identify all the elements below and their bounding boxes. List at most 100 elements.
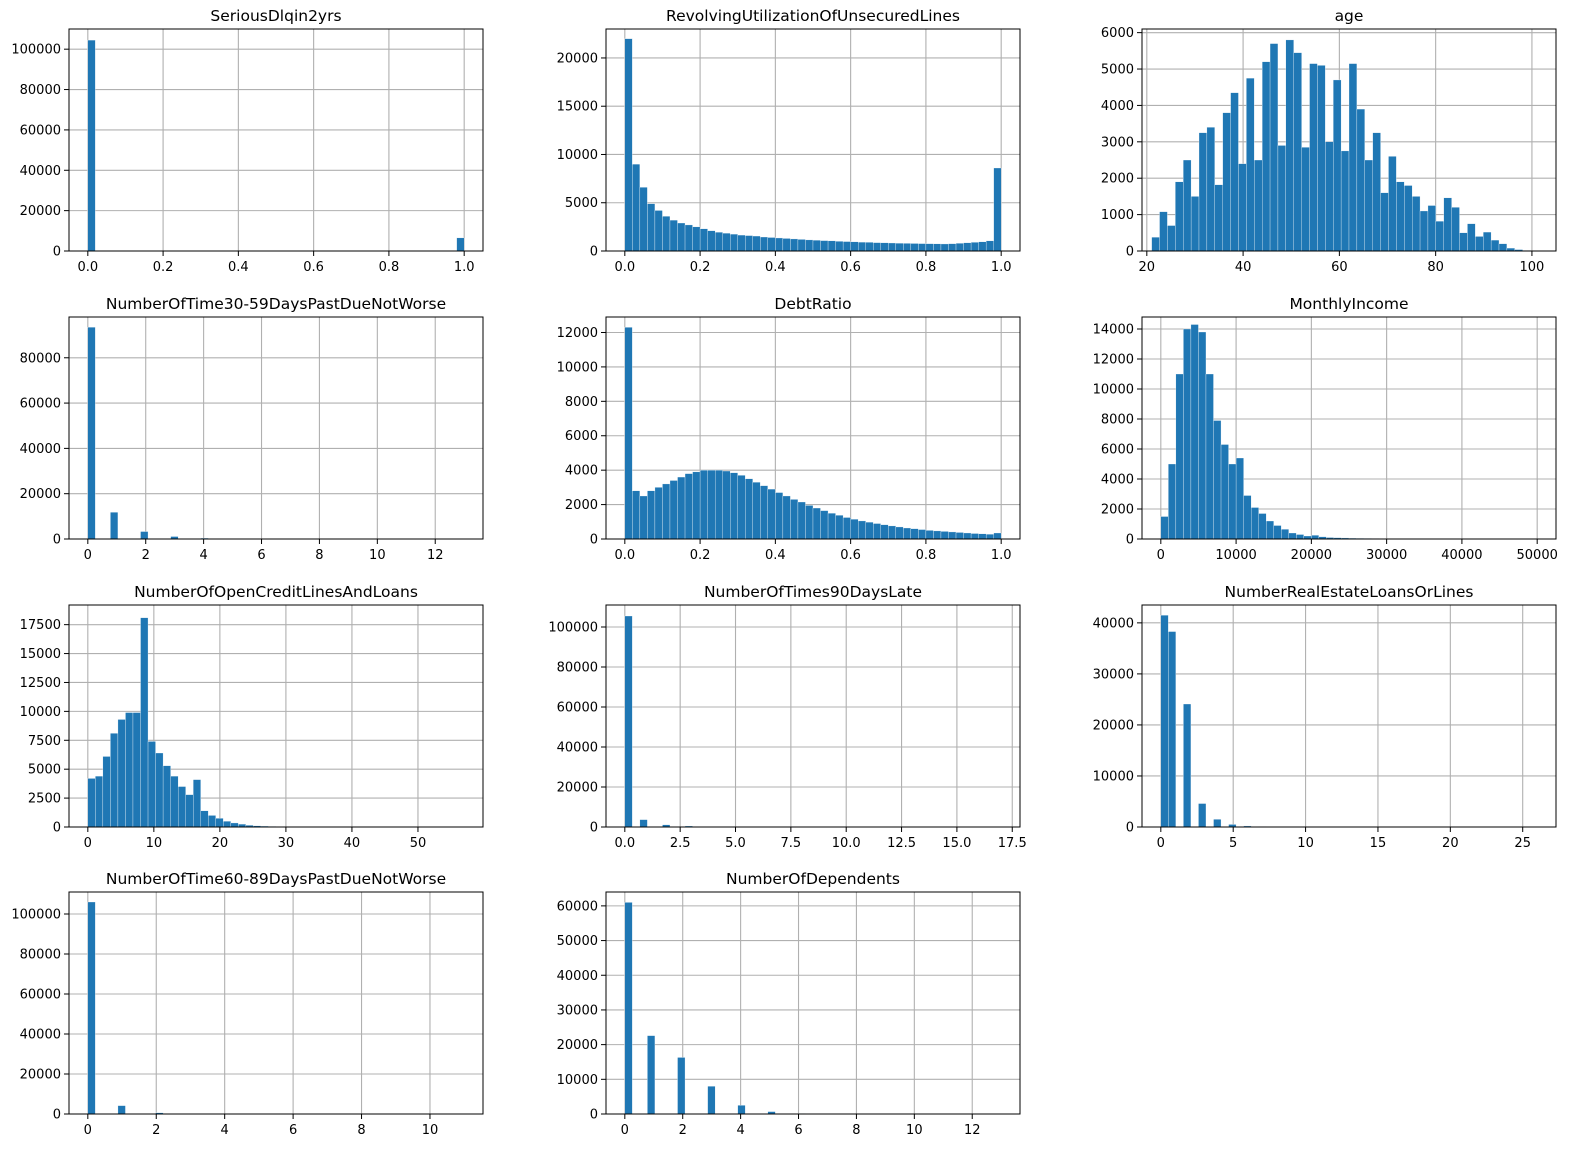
histogram-bar xyxy=(1364,159,1373,252)
histogram-bar xyxy=(1459,232,1468,252)
x-tick-label: 10 xyxy=(906,1123,923,1138)
histogram-bar xyxy=(797,501,806,540)
histogram-bar xyxy=(1288,532,1297,540)
x-tick-label: 4 xyxy=(221,1123,229,1138)
subplot-title: DebtRatio xyxy=(774,295,851,313)
histogram-bar xyxy=(985,534,994,540)
subplot-title: MonthlyIncome xyxy=(1289,295,1408,313)
x-tick-label: 7.5 xyxy=(781,836,802,851)
histogram-bar xyxy=(1404,185,1413,252)
subplot-title: NumberRealEstateLoansOrLines xyxy=(1225,583,1474,601)
histogram-bar xyxy=(978,241,987,252)
histogram-bar xyxy=(775,237,784,252)
histogram-bar xyxy=(1206,127,1215,252)
histogram-bar xyxy=(1183,159,1192,252)
y-tick-label: 60000 xyxy=(20,397,61,412)
x-tick-label: 0.0 xyxy=(614,260,635,275)
histogram-bar xyxy=(707,1086,716,1115)
x-tick-label: 50 xyxy=(410,836,427,851)
histogram-bar xyxy=(933,530,942,540)
histogram-bar xyxy=(1214,184,1223,252)
y-tick-label: 0 xyxy=(53,245,61,260)
histogram-bar xyxy=(805,505,814,540)
x-tick-label: 0.4 xyxy=(765,260,786,275)
histogram-bar xyxy=(654,210,663,252)
histogram-bar xyxy=(1443,197,1452,252)
histogram-bar xyxy=(647,203,656,252)
histogram-bar xyxy=(1490,239,1500,252)
histogram-bar xyxy=(730,233,738,252)
x-tick-label: 2 xyxy=(152,1123,160,1138)
histogram-bar xyxy=(820,510,829,540)
histogram-bar xyxy=(147,741,156,828)
histogram-bar xyxy=(827,240,836,252)
x-tick-label: 0 xyxy=(1157,836,1165,851)
histogram-bar xyxy=(767,237,776,252)
x-tick-label: 0.2 xyxy=(690,548,711,563)
y-tick-label: 5000 xyxy=(28,763,61,778)
histogram-bar xyxy=(1175,373,1184,540)
histogram-bar xyxy=(722,470,731,540)
histogram-bar xyxy=(1220,444,1229,540)
histogram-bar xyxy=(760,485,768,540)
histogram-bar xyxy=(790,499,799,540)
histogram-bar xyxy=(87,327,96,540)
histogram-bar xyxy=(948,243,957,252)
histogram-bar xyxy=(970,242,979,252)
y-tick-label: 3000 xyxy=(1101,135,1134,150)
x-tick-label: 20 xyxy=(1139,260,1156,275)
subplot-NumberOfDependents: 0 2 4 6 8 10 12 0 10000 20000 30000 40000 50000 60000… xyxy=(557,870,1021,1138)
histogram-bar xyxy=(910,243,919,252)
histogram-bar xyxy=(940,531,949,540)
x-tick-label: 6 xyxy=(257,548,265,563)
histogram-bar xyxy=(1273,525,1282,540)
histogram-bar xyxy=(692,226,701,252)
histogram-bar xyxy=(812,240,821,252)
histogram-bar xyxy=(1296,534,1304,540)
x-tick-label: 6 xyxy=(794,1123,802,1138)
histogram-bar xyxy=(948,531,957,540)
x-tick-label: 10 xyxy=(369,548,386,563)
y-tick-label: 12000 xyxy=(1093,353,1134,368)
x-tick-label: 0 xyxy=(84,548,92,563)
histogram-bar xyxy=(140,617,149,828)
histogram-bar xyxy=(1277,145,1286,252)
plot-frame xyxy=(1141,28,1557,252)
histogram-bar xyxy=(752,235,761,252)
histogram-bar xyxy=(1198,331,1207,540)
histogram-bar xyxy=(624,902,633,1115)
histogram-bar xyxy=(1266,520,1274,540)
histogram-bar xyxy=(842,241,851,252)
histogram-bar xyxy=(1228,463,1237,540)
histogram-bar xyxy=(632,163,641,252)
histogram-bar xyxy=(1483,231,1492,252)
x-tick-label: 0.6 xyxy=(840,260,861,275)
histogram-bar xyxy=(760,236,768,252)
histogram-bar xyxy=(132,712,141,828)
histogram-bar xyxy=(752,482,761,540)
histogram-bar xyxy=(654,487,663,540)
histogram-bar xyxy=(707,230,716,252)
x-tick-label: 2 xyxy=(679,1123,687,1138)
plot-frame xyxy=(68,891,484,1115)
histogram-bar xyxy=(1183,703,1192,828)
histogram-bar xyxy=(110,733,119,828)
y-tick-label: 80000 xyxy=(20,83,61,98)
histogram-bar xyxy=(1205,373,1214,540)
x-tick-label: 0.8 xyxy=(916,548,937,563)
histogram-bar xyxy=(993,167,1002,252)
histogram-bar xyxy=(873,242,881,252)
subplot-title: age xyxy=(1335,7,1364,25)
y-tick-label: 15000 xyxy=(557,100,598,115)
subplot-NumberOfTime60-89DaysPastDueNotWorse: 0 2 4 6 8 10 0 20000 40000 60000 80000 100000 Number… xyxy=(11,870,484,1138)
subplot-title: NumberOfTimes90DaysLate xyxy=(704,583,922,601)
y-tick-label: 40000 xyxy=(557,741,598,756)
y-tick-label: 10000 xyxy=(1093,383,1134,398)
x-tick-label: 20 xyxy=(1442,836,1459,851)
histogram-bar xyxy=(677,476,686,540)
histogram-bar xyxy=(1230,92,1239,252)
histogram-bar xyxy=(1427,205,1436,252)
y-tick-label: 2000 xyxy=(565,498,598,513)
